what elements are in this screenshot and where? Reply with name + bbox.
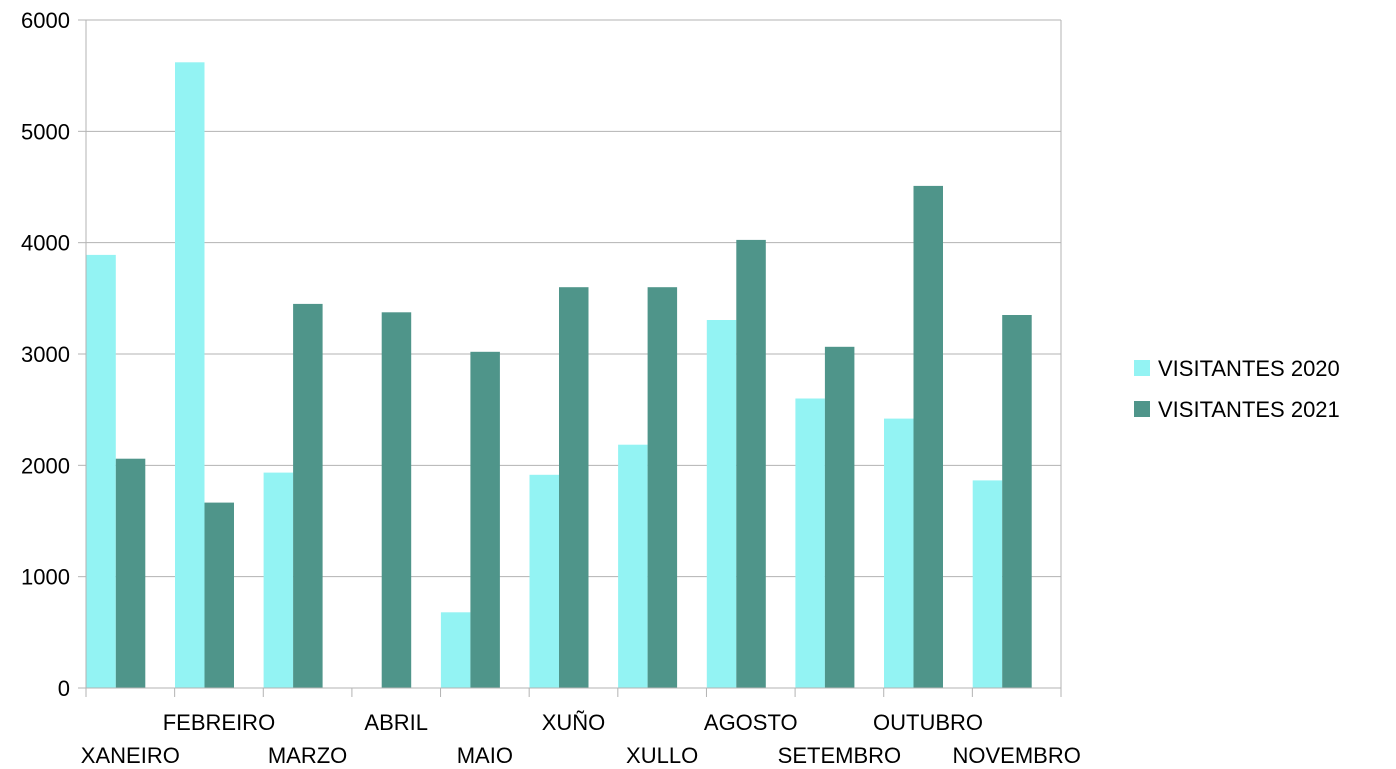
y-tick-labels: 0 1000 2000 3000 4000 5000 6000 bbox=[21, 8, 70, 701]
legend-swatch bbox=[1134, 360, 1150, 376]
bar bbox=[115, 458, 146, 688]
bar bbox=[706, 320, 737, 688]
bar bbox=[972, 480, 1003, 688]
bar bbox=[1002, 315, 1032, 688]
x-tick-label: OUTUBRO bbox=[873, 710, 983, 735]
y-tick-label: 6000 bbox=[21, 8, 70, 33]
bar bbox=[559, 287, 589, 688]
axes bbox=[78, 19, 1062, 697]
legend: VISITANTES 2020 VISITANTES 2021 bbox=[1134, 356, 1340, 422]
x-tick-label: AGOSTO bbox=[704, 710, 798, 735]
x-tick-label: XULLO bbox=[626, 743, 698, 768]
bar bbox=[647, 287, 678, 688]
bar bbox=[913, 185, 943, 688]
bar bbox=[618, 444, 648, 688]
bar bbox=[884, 418, 914, 688]
x-tick-label: ABRIL bbox=[364, 710, 428, 735]
legend-label: VISITANTES 2020 bbox=[1158, 356, 1340, 381]
x-tick-label: FEBREIRO bbox=[163, 710, 275, 735]
y-tick-label: 0 bbox=[58, 676, 70, 701]
bar bbox=[824, 346, 855, 688]
x-tick-label: SETEMBRO bbox=[778, 743, 901, 768]
bar bbox=[293, 303, 323, 688]
y-tick-label: 4000 bbox=[21, 231, 70, 256]
y-tick-label: 2000 bbox=[21, 453, 70, 478]
bars bbox=[86, 62, 1032, 689]
bar bbox=[204, 502, 234, 688]
x-tick-label: XUÑO bbox=[542, 710, 606, 735]
y-tick-label: 3000 bbox=[21, 342, 70, 367]
bar bbox=[795, 398, 825, 688]
x-tick-label: MAIO bbox=[457, 743, 513, 768]
bar bbox=[86, 254, 116, 688]
bar bbox=[440, 612, 471, 688]
x-tick-label: MARZO bbox=[268, 743, 347, 768]
bar bbox=[470, 351, 500, 688]
x-tick-label: NOVEMBRO bbox=[953, 743, 1081, 768]
x-tick-labels: XANEIRO FEBREIRO MARZO ABRIL MAIO XUÑO XULLOAG… bbox=[81, 710, 1081, 768]
bar bbox=[263, 472, 294, 688]
legend-label: VISITANTES 2021 bbox=[1158, 397, 1340, 422]
bar bbox=[529, 474, 559, 688]
bar bbox=[381, 312, 412, 689]
y-tick-label: 1000 bbox=[21, 565, 70, 590]
legend-swatch bbox=[1134, 401, 1150, 417]
x-tick-label: XANEIRO bbox=[81, 743, 180, 768]
bar bbox=[736, 239, 766, 688]
y-tick-label: 5000 bbox=[21, 119, 70, 144]
bar bbox=[175, 62, 205, 689]
